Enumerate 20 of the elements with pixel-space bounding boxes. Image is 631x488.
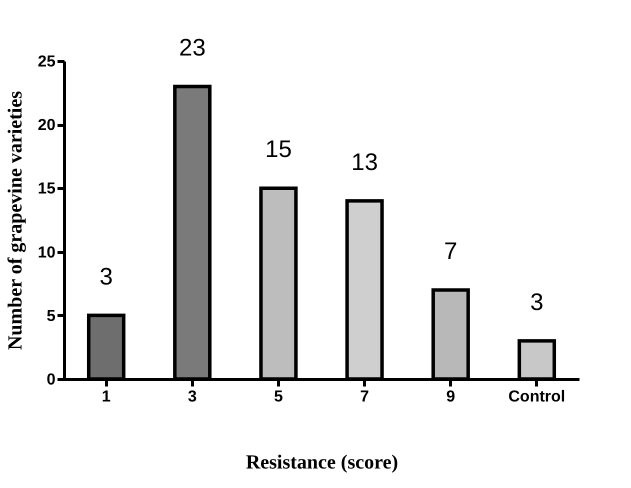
x-tick-label: Control — [508, 388, 566, 406]
y-tick-label: 5 — [46, 308, 56, 325]
y-tick-label: 25 — [38, 54, 56, 70]
annotation: 13 — [351, 148, 378, 176]
x-tick-label: 9 — [446, 388, 456, 406]
x-tick-label: 1 — [102, 388, 111, 406]
x-tick-label: 5 — [274, 388, 283, 406]
annotation: 3 — [100, 263, 113, 290]
x-axis-title: Resistance (score) — [246, 452, 398, 474]
annotation: 15 — [265, 136, 292, 164]
y-tick-label: 15 — [38, 180, 56, 198]
annotation: 7 — [444, 238, 458, 265]
x-tick-label: 3 — [188, 388, 197, 406]
x-tick-label: 7 — [360, 388, 370, 406]
y-axis-title: Number of grapevine varieties — [4, 90, 27, 350]
annotation: 3 — [530, 288, 544, 316]
y-tick-label: 10 — [38, 244, 56, 262]
annotation: 23 — [178, 34, 206, 62]
y-tick-label: 20 — [38, 117, 56, 134]
y-tick-label: 0 — [46, 372, 56, 388]
